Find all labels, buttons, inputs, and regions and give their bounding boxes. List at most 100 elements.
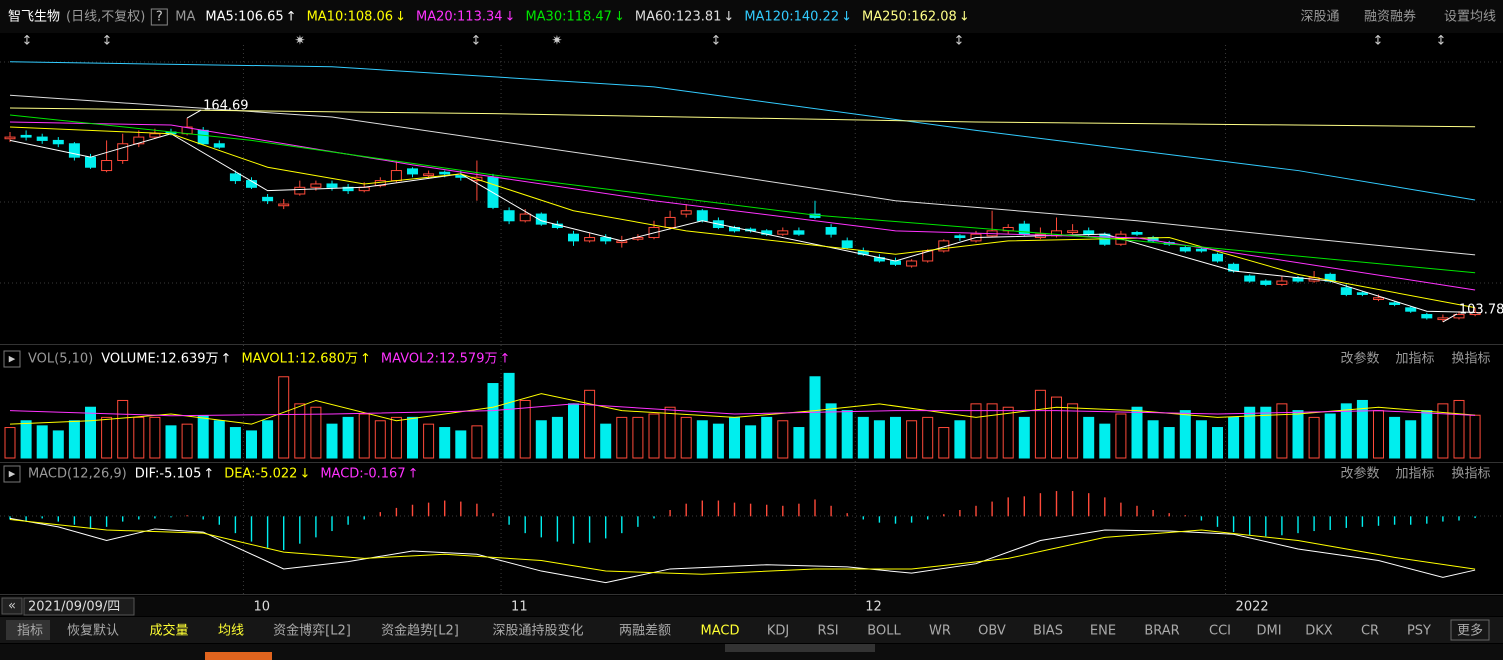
ma-line (9, 94, 1476, 256)
volume-bar (922, 416, 934, 459)
indicator-tab[interactable]: 成交量 (149, 623, 188, 639)
candle-body (407, 168, 418, 175)
indicator-tab[interactable]: OBV (978, 624, 1006, 639)
marker-icon[interactable]: ↕ (102, 34, 113, 49)
date-label: 2021/09/09/四 (28, 600, 120, 615)
date-box (23, 597, 135, 616)
volume-bar (1195, 420, 1207, 459)
candle-body (793, 230, 805, 235)
volume-bar (906, 420, 918, 459)
indicator-tab[interactable]: BRAR (1144, 624, 1179, 639)
volume-bar (326, 423, 338, 459)
panel-toggle[interactable] (3, 465, 21, 483)
marker-icon[interactable]: ✷ (295, 34, 306, 49)
volume-bar (1356, 399, 1368, 459)
marker-icon[interactable]: ↕ (1373, 34, 1384, 49)
volume-bar (954, 420, 966, 459)
scroll-left-button[interactable] (1, 597, 23, 615)
panel-link[interactable]: 加指标 (1395, 467, 1434, 482)
help-button[interactable] (150, 8, 168, 26)
candle-body (342, 186, 354, 192)
indicator-tab[interactable]: DKX (1305, 624, 1333, 639)
volume-bar (4, 427, 16, 459)
candle-body (1195, 248, 1207, 252)
volume-bar (487, 383, 499, 459)
candle-body (954, 235, 966, 239)
ma-arrow: ↓ (841, 10, 852, 25)
indicator-tab[interactable]: 恢复默认 (67, 623, 119, 639)
volume-bar (857, 416, 869, 459)
indicator-tab[interactable]: RSI (817, 624, 838, 639)
ma-arrow: ↓ (723, 10, 734, 25)
indicator-tab[interactable]: 更多 (1457, 623, 1483, 639)
volume-bar (68, 420, 80, 459)
volume-bar (809, 376, 821, 459)
marker-icon[interactable]: ↕ (1436, 34, 1447, 49)
candle-body (841, 240, 853, 249)
volume-bar (20, 420, 32, 459)
volume-bar (712, 423, 724, 459)
indicator-tab[interactable]: MACD (701, 624, 740, 639)
indicator-tab[interactable]: BIAS (1033, 624, 1063, 639)
x-axis-bar (0, 596, 1503, 616)
candle-body (20, 134, 32, 138)
header-link[interactable]: 融资融券 (1364, 9, 1416, 25)
ma-label: MA (175, 10, 195, 25)
candle-body (278, 203, 290, 207)
indicator-tab[interactable]: PSY (1407, 624, 1431, 639)
indicator-tab[interactable]: ENE (1090, 624, 1116, 639)
indicator-tab[interactable]: 深股通持股变化 (492, 623, 583, 639)
volume-bar (358, 413, 370, 459)
scroll-left-icon: « (8, 599, 16, 614)
indicator-name: VOL(5,10) (28, 352, 93, 367)
candle-body (52, 139, 64, 145)
indicator-tab[interactable]: CR (1361, 624, 1379, 639)
indicator-tab[interactable]: CCI (1209, 624, 1231, 639)
ma-arrow: ↓ (959, 10, 970, 25)
volume-bar (342, 416, 354, 459)
panel-link[interactable]: 改参数 (1340, 466, 1379, 482)
volume-bar (374, 420, 386, 459)
panel-link[interactable]: 换指标 (1451, 467, 1490, 482)
volume-bar (1389, 416, 1401, 459)
indicator-arrow: ↑ (360, 352, 371, 367)
marker-icon[interactable]: ✷ (552, 34, 563, 49)
indicator-tab[interactable]: 指标 (17, 624, 43, 639)
panel-link[interactable]: 加指标 (1395, 352, 1434, 367)
marker-icon[interactable]: ↕ (954, 34, 965, 49)
candle-body (1179, 247, 1191, 252)
volume-bar (1373, 410, 1384, 459)
ma-line (9, 121, 1476, 291)
indicator-tab[interactable]: KDJ (767, 624, 789, 639)
volume-bar (1147, 420, 1159, 459)
indicator-tab[interactable]: BOLL (867, 624, 901, 639)
macd-line (9, 517, 1476, 584)
volume-bar (793, 427, 805, 459)
candle-body (1453, 314, 1465, 319)
candle-body (1083, 230, 1095, 235)
panel-toggle[interactable] (3, 350, 21, 368)
header-link[interactable]: 设置均线 (1444, 10, 1496, 25)
marker-icon[interactable]: ↕ (471, 34, 482, 49)
x-tick-label: 11 (511, 600, 528, 615)
indicator-tab[interactable]: WR (929, 624, 951, 639)
volume-bar (535, 420, 547, 459)
marker-icon[interactable]: ↕ (711, 34, 722, 49)
volume-bar (85, 406, 96, 459)
marker-icon[interactable]: ↕ (22, 34, 33, 49)
x-tick-label: 10 (253, 600, 270, 615)
volume-bar (841, 410, 853, 459)
indicator-tab[interactable]: 均线 (218, 624, 244, 639)
indicator-tab[interactable]: DMI (1256, 624, 1281, 639)
volume-bar (423, 423, 435, 459)
panel-link[interactable]: 改参数 (1340, 351, 1379, 367)
ma-value: MA10:108.06 (307, 10, 394, 25)
candle-body (1018, 223, 1030, 235)
indicator-tab[interactable]: 两融差额 (619, 624, 671, 639)
header-link[interactable]: 深股通 (1300, 10, 1339, 25)
indicator-tab[interactable]: 资金博弈[L2] (273, 623, 351, 639)
candle-body (85, 156, 96, 168)
indicator-tab[interactable]: 资金趋势[L2] (381, 623, 459, 639)
panel-link[interactable]: 换指标 (1451, 352, 1490, 367)
